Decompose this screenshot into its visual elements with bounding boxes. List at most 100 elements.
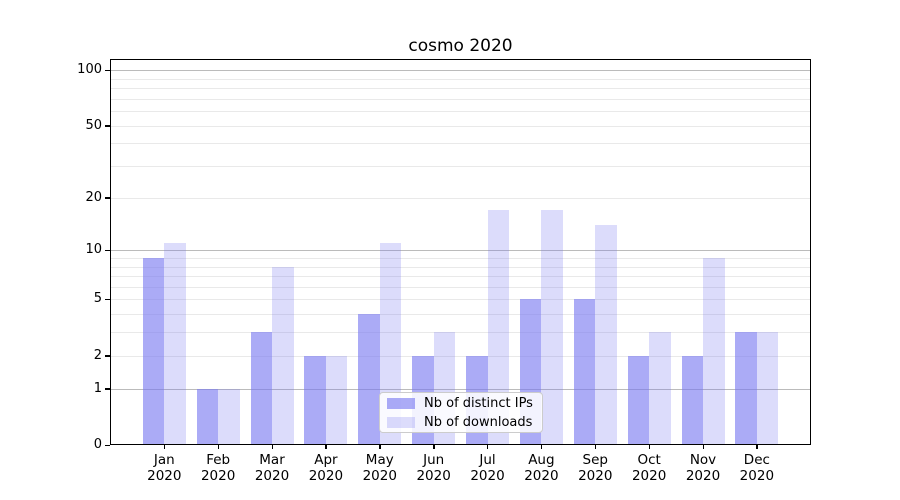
bar-distinct-ips (735, 332, 757, 445)
x-axis-tick-label: Mar 2020 (240, 452, 304, 484)
legend-swatch-downloads (387, 416, 415, 428)
x-tick-label-year: 2020 (362, 468, 397, 484)
x-axis-tick-label: Aug 2020 (509, 452, 573, 484)
x-tick-label-month: Aug (528, 452, 555, 468)
bar-distinct-ips (250, 332, 273, 445)
legend-label: Nb of downloads (424, 414, 533, 430)
x-axis-tick (648, 445, 651, 449)
x-axis-tick-label: Apr 2020 (294, 452, 358, 484)
gridline-minor (110, 355, 811, 357)
bar-distinct-ips (358, 314, 380, 445)
x-tick-label-month: Jun (423, 452, 445, 468)
bar-downloads (595, 225, 617, 445)
bar-distinct-ips (627, 355, 650, 445)
gridline-major (110, 250, 811, 252)
y-axis-tick-label: 1 (93, 380, 102, 396)
x-tick-label-month: Dec (743, 452, 770, 468)
bar-downloads (164, 243, 186, 445)
x-tick-label-year: 2020 (470, 468, 505, 484)
x-axis-tick (540, 445, 543, 449)
y-axis-tick (105, 125, 110, 127)
y-axis-tick-label: 20 (85, 189, 102, 205)
gridline-major (110, 388, 811, 390)
legend-item: Nb of distinct IPs (387, 396, 535, 411)
legend-label: Nb of distinct IPs (424, 395, 533, 411)
legend-item: Nb of downloads (387, 415, 535, 430)
x-axis-tick-label: Jan 2020 (132, 452, 196, 484)
gridline-minor (110, 299, 811, 301)
x-axis-tick (594, 445, 597, 449)
x-axis-tick-label: May 2020 (348, 452, 412, 484)
bar-downloads (325, 355, 348, 445)
y-axis-tick (105, 444, 110, 446)
y-axis-tick (105, 388, 110, 390)
x-tick-label-month: May (365, 452, 394, 468)
gridline-minor (110, 111, 811, 113)
x-tick-label-month: Jul (479, 452, 496, 468)
x-axis-tick-label: Feb 2020 (186, 452, 250, 484)
x-tick-label-year: 2020 (308, 468, 344, 484)
plot-area (110, 59, 811, 445)
x-tick-label-year: 2020 (578, 468, 613, 484)
x-axis-tick-label: Jul 2020 (456, 452, 520, 484)
gridline-minor (110, 125, 811, 127)
y-axis-tick-label: 50 (85, 117, 102, 133)
x-tick-label-year: 2020 (524, 468, 559, 484)
gridline-minor (110, 166, 811, 168)
gridline-minor (110, 88, 811, 90)
bar-downloads (272, 266, 294, 445)
x-axis-tick-label: Sep 2020 (563, 452, 627, 484)
y-axis-tick-label: 5 (93, 291, 102, 307)
bar-downloads (487, 210, 510, 445)
x-axis-tick (487, 445, 489, 449)
x-tick-label-month: Mar (259, 452, 285, 468)
gridline-major (110, 70, 811, 72)
x-axis-tick (702, 445, 704, 449)
x-axis-tick (217, 445, 220, 449)
y-axis-tick (105, 249, 110, 252)
x-axis-tick (433, 445, 435, 449)
x-axis-tick (325, 445, 327, 449)
bar-downloads (218, 388, 240, 445)
gridline-minor (110, 266, 811, 268)
x-axis-tick-label: Jun 2020 (402, 452, 466, 484)
y-axis-tick (105, 355, 110, 357)
x-axis-tick (271, 445, 273, 449)
gridline-minor (110, 78, 811, 80)
x-tick-label-month: Nov (689, 452, 717, 468)
bar-distinct-ips (196, 388, 219, 445)
y-axis-tick (105, 197, 110, 199)
bar-distinct-ips (142, 258, 165, 445)
x-tick-label-year: 2020 (739, 468, 775, 484)
y-axis-tick-label: 10 (85, 242, 102, 258)
bar-distinct-ips (681, 355, 703, 445)
legend: Nb of distinct IPs Nb of downloads (379, 392, 543, 433)
x-tick-label-year: 2020 (254, 468, 290, 484)
gridline-minor (110, 332, 811, 334)
y-axis-tick-label: 2 (93, 347, 102, 363)
x-tick-label-year: 2020 (200, 468, 236, 484)
gridline-minor (110, 258, 811, 259)
gridline-minor (110, 286, 811, 288)
bar-downloads (649, 332, 671, 445)
x-axis-tick-label: Oct 2020 (617, 452, 681, 484)
gridline-minor (110, 143, 811, 145)
chart-title: cosmo 2020 (408, 36, 513, 56)
x-axis-tick-label: Dec 2020 (725, 452, 789, 484)
bar-distinct-ips (573, 299, 596, 445)
gridline-minor (110, 197, 811, 199)
x-axis-tick (379, 445, 381, 449)
x-tick-label-month: Sep (582, 452, 608, 468)
gridline-minor (110, 276, 811, 278)
x-tick-label-month: Jan (153, 452, 175, 468)
bar-downloads (703, 258, 725, 445)
x-tick-label-year: 2020 (147, 468, 182, 484)
x-tick-label-month: Apr (314, 452, 338, 468)
bar-downloads (756, 332, 779, 445)
x-axis-tick (756, 445, 758, 449)
y-axis-tick-label: 100 (77, 62, 102, 78)
x-tick-label-month: Feb (206, 452, 231, 468)
y-axis-tick (105, 69, 110, 72)
x-axis-tick (163, 445, 166, 449)
